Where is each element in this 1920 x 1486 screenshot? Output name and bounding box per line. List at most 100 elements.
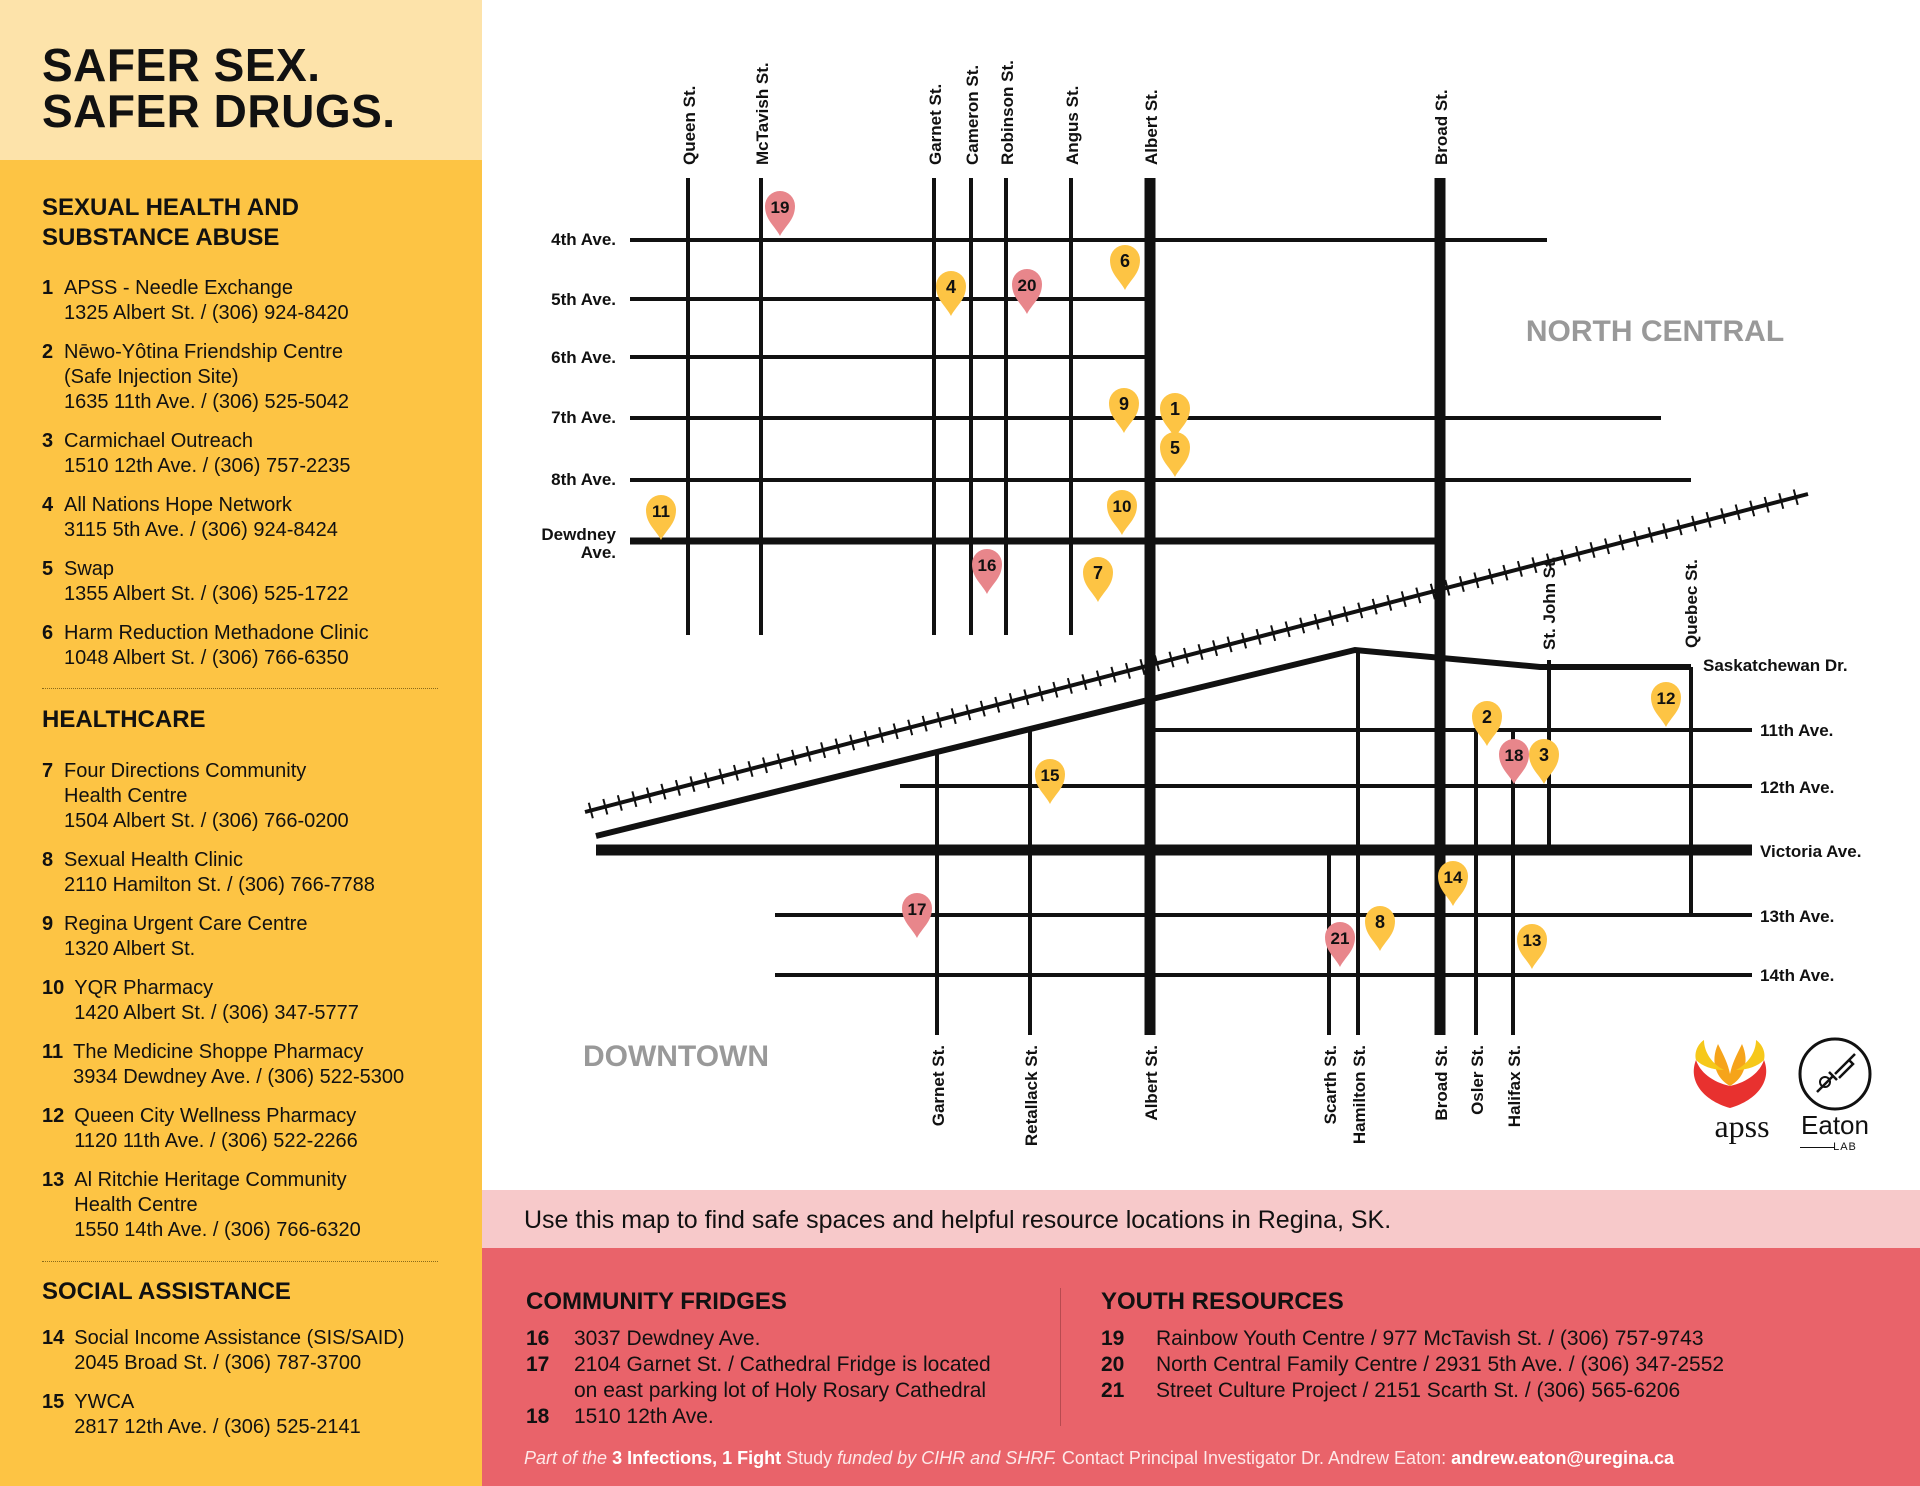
street-label: Queen St. bbox=[680, 86, 699, 165]
item-text: Swap 1355 Albert St. / (306) 525-1722 bbox=[64, 558, 349, 605]
list-item: 14 Social Income Assistance (SIS/SAID) 20… bbox=[42, 1326, 462, 1376]
map-pin-marker bbox=[1110, 245, 1140, 290]
map-pin-marker bbox=[1499, 739, 1529, 784]
item-number: 16 bbox=[526, 1327, 550, 1350]
map-pin-number: 17 bbox=[908, 900, 927, 919]
map-pin-marker bbox=[646, 495, 676, 540]
map-pin-marker bbox=[1083, 557, 1113, 602]
map-pin-marker bbox=[1160, 393, 1190, 438]
eaton-logo-text: Eaton bbox=[1801, 1110, 1869, 1140]
street-label: Angus St. bbox=[1063, 86, 1082, 165]
map-pin-number: 3 bbox=[1539, 745, 1549, 765]
item-number: 18 bbox=[526, 1405, 550, 1428]
item-text: Queen City Wellness Pharmacy 1120 11th A… bbox=[74, 1105, 358, 1152]
map-pin-21[interactable]: 21 bbox=[1325, 922, 1355, 967]
map-pin-marker bbox=[1651, 682, 1681, 727]
sidebar-legend: SAFER SEX. SAFER DRUGS. SEXUAL HEALTH AN… bbox=[0, 0, 482, 1486]
map-pin-marker bbox=[936, 271, 966, 316]
item-number: 7 bbox=[42, 760, 54, 782]
map-pin-marker bbox=[972, 549, 1002, 594]
map-pin-12[interactable]: 12 bbox=[1651, 682, 1681, 727]
street-label: McTavish St. bbox=[753, 62, 772, 165]
item-text: Al Ritchie Heritage Community Health Cen… bbox=[74, 1169, 361, 1241]
community-fridges-heading: COMMUNITY FRIDGES bbox=[526, 1288, 787, 1315]
item-text: The Medicine Shoppe Pharmacy 3934 Dewdne… bbox=[73, 1041, 405, 1088]
tagline: Use this map to find safe spaces and hel… bbox=[524, 1206, 1392, 1234]
contact-email-link[interactable]: andrew.eaton@uregina.ca bbox=[1451, 1448, 1675, 1468]
street-grid bbox=[584, 178, 1809, 1035]
avenue-label: Saskatchewan Dr. bbox=[1703, 656, 1848, 675]
item-number: 13 bbox=[42, 1169, 65, 1191]
map-pin-7[interactable]: 7 bbox=[1083, 557, 1113, 602]
railway-ties bbox=[587, 489, 1799, 819]
map-pin-17[interactable]: 17 bbox=[902, 893, 932, 938]
map-pin-marker bbox=[1160, 432, 1190, 477]
map-pin-number: 1 bbox=[1170, 399, 1180, 419]
map-pin-number: 5 bbox=[1170, 438, 1180, 458]
map-pin-number: 16 bbox=[978, 556, 997, 575]
item-text: Rainbow Youth Centre / 977 McTavish St. … bbox=[1156, 1327, 1704, 1350]
social-assistance-list: 14 Social Income Assistance (SIS/SAID) 20… bbox=[42, 1326, 462, 1454]
map-pin-2[interactable]: 2 bbox=[1472, 701, 1502, 746]
apss-logo-text: apss bbox=[1714, 1108, 1770, 1144]
map-pin-marker bbox=[1107, 490, 1137, 535]
map-pin-15[interactable]: 15 bbox=[1035, 759, 1065, 804]
map-pin-16[interactable]: 16 bbox=[972, 549, 1002, 594]
map-pin-14[interactable]: 14 bbox=[1438, 861, 1468, 906]
map-pin-number: 19 bbox=[771, 198, 790, 217]
map-pin-6[interactable]: 6 bbox=[1110, 245, 1140, 290]
bottom-resources-band: COMMUNITY FRIDGES 16 3037 Dewdney Ave. 17 2… bbox=[482, 1248, 1920, 1486]
map-pin-number: 8 bbox=[1375, 912, 1385, 932]
list-item: 5 Swap 1355 Albert St. / (306) 525-1722 bbox=[42, 557, 462, 607]
section-heading-social: SOCIAL ASSISTANCE bbox=[42, 1278, 291, 1305]
eaton-logo-rule bbox=[1800, 1147, 1834, 1148]
map-pin-20[interactable]: 20 bbox=[1012, 269, 1042, 314]
map-pin-number: 10 bbox=[1113, 497, 1132, 516]
map-pin-number: 20 bbox=[1018, 276, 1037, 295]
street-label: Garnet St. bbox=[929, 1045, 948, 1126]
map-pin-1[interactable]: 1 bbox=[1160, 393, 1190, 438]
map-pin-10[interactable]: 10 bbox=[1107, 490, 1137, 535]
list-item: 3 Carmichael Outreach 1510 12th Ave. / (3… bbox=[42, 429, 462, 479]
street-label: Broad St. bbox=[1432, 1045, 1451, 1121]
map-pin-5[interactable]: 5 bbox=[1160, 432, 1190, 477]
item-text: Street Culture Project / 2151 Scarth St.… bbox=[1156, 1379, 1681, 1402]
map-pin-marker bbox=[765, 191, 795, 236]
credit-line: Part of the 3 Infections, 1 Fight Study … bbox=[524, 1448, 1674, 1469]
map-pin-13[interactable]: 13 bbox=[1517, 924, 1547, 969]
item-text: APSS - Needle Exchange 1325 Albert St. /… bbox=[64, 277, 349, 324]
map-pin-number: 6 bbox=[1120, 251, 1130, 271]
section-divider bbox=[42, 1261, 438, 1262]
street-saskatchewan-dr bbox=[595, 646, 1691, 839]
item-text: 2104 Garnet St. / Cathedral Fridge is lo… bbox=[574, 1353, 991, 1402]
map-pin-4[interactable]: 4 bbox=[936, 271, 966, 316]
list-item: 9 Regina Urgent Care Centre 1320 Albert S… bbox=[42, 912, 462, 962]
list-item: 2 Nēwo-Yôtina Friendship Centre (Safe Inj… bbox=[42, 340, 462, 415]
list-item: 16 3037 Dewdney Ave. bbox=[526, 1326, 991, 1352]
credit-funding: funded by CIHR and SHRF. bbox=[837, 1448, 1057, 1468]
section-heading-sexual-health: SEXUAL HEALTH AND SUBSTANCE ABUSE bbox=[42, 194, 299, 251]
credit-contact: Contact Principal Investigator Dr. Andre… bbox=[1056, 1448, 1452, 1468]
map-pin-9[interactable]: 9 bbox=[1109, 388, 1139, 433]
map-pin-marker bbox=[1012, 269, 1042, 314]
item-text: 1510 12th Ave. bbox=[574, 1405, 714, 1428]
map-pin-8[interactable]: 8 bbox=[1365, 906, 1395, 951]
map-pin-19[interactable]: 19 bbox=[765, 191, 795, 236]
map-pin-number: 15 bbox=[1041, 766, 1060, 785]
item-number: 20 bbox=[1101, 1353, 1125, 1376]
apss-logo-icon bbox=[1693, 1040, 1767, 1108]
avenue-label: 4th Ave. bbox=[551, 230, 616, 249]
list-item: 7 Four Directions Community Health Centre… bbox=[42, 759, 462, 834]
youth-resources-list: 19 Rainbow Youth Centre / 977 McTavish St… bbox=[1101, 1326, 1724, 1404]
item-number: 9 bbox=[42, 913, 54, 935]
eaton-lab-logo-icon bbox=[1798, 1037, 1872, 1111]
map-pin-18[interactable]: 18 bbox=[1499, 739, 1529, 784]
street-map: NORTH CENTRAL DOWNTOWN Queen St. McTavish… bbox=[541, 60, 1861, 1146]
street-label: Albert St. bbox=[1142, 89, 1161, 165]
list-item: 10 YQR Pharmacy 1420 Albert St. / (306) 3… bbox=[42, 976, 462, 1026]
map-pin-marker bbox=[1035, 759, 1065, 804]
avenue-label: Victoria Ave. bbox=[1760, 842, 1861, 861]
map-pin-11[interactable]: 11 bbox=[646, 495, 676, 540]
map-pin-marker bbox=[1325, 922, 1355, 967]
map-pin-3[interactable]: 3 bbox=[1529, 739, 1559, 784]
